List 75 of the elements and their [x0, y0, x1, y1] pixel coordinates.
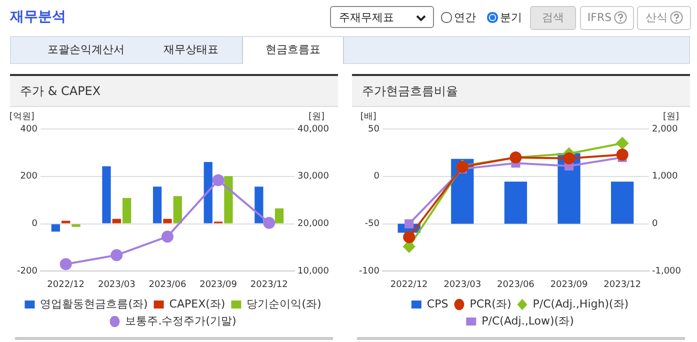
y2-tick-label: 2,000 [652, 124, 678, 134]
legend-label: P/C(Adj.,Low)(좌) [482, 314, 574, 328]
legend-label: CAPEX(좌) [169, 297, 226, 310]
y2-tick-label: -1,000 [652, 266, 682, 277]
point [263, 216, 276, 229]
bar [224, 176, 233, 224]
text: 현금흐름표 [242, 37, 344, 64]
text: 분기 [499, 10, 522, 25]
legend-label: 당기순이익(좌) [246, 297, 322, 310]
legend-label: 보통주.수정주가(기말) [125, 314, 236, 328]
point [616, 148, 628, 161]
x-tick-label: 2023/06 [497, 280, 535, 290]
y2-tick-label: 10,000 [298, 266, 330, 277]
text: 산식 [637, 6, 691, 30]
bar [72, 224, 80, 227]
point [161, 230, 174, 243]
x-tick-label: 2023/09 [200, 280, 238, 290]
y-tick-label: 0 [374, 172, 380, 182]
point [212, 174, 224, 186]
text: 검색 [530, 6, 576, 30]
y-tick-label: 0 [32, 219, 38, 230]
y2-tick-label: 40,000 [298, 124, 330, 134]
x-tick-label: 2023/03 [444, 280, 482, 290]
y2-tick-label: 1,000 [652, 172, 678, 182]
bar [62, 220, 70, 224]
text: 포괄손익계산서 [46, 42, 126, 58]
text: 재무분석 [10, 8, 66, 26]
chart-title: 주가 & CAPEX [10, 74, 338, 107]
y2-axis-title: [원] [308, 112, 325, 122]
legend-label: P/C(Adj.,High)(좌) [532, 297, 629, 310]
y2-tick-label: 30,000 [298, 172, 330, 182]
text: 연간 [453, 10, 476, 25]
bar [204, 162, 212, 224]
point [563, 152, 576, 164]
point [110, 249, 123, 262]
x-tick-label: 2023/03 [98, 280, 136, 290]
x-tick-label: 2022/12 [390, 280, 428, 290]
legend-label: PCR(좌) [470, 297, 512, 310]
y-tick-label: 400 [20, 124, 38, 134]
bar [163, 218, 172, 224]
x-tick-label: 2023/06 [148, 280, 186, 290]
legend-label: 영업활동현금흐름(좌) [40, 297, 148, 310]
x-tick-label: 2023/12 [604, 280, 642, 290]
bar [254, 186, 264, 224]
y2-tick-label: 20,000 [298, 219, 330, 230]
y2-axis-title: [원] [662, 112, 680, 122]
bar [102, 166, 111, 224]
y-tick-label: 50 [368, 124, 380, 134]
point [60, 258, 72, 270]
x-tick-label: 2023/12 [250, 280, 288, 290]
x-tick-label: 2023/09 [550, 280, 588, 290]
bar [112, 218, 121, 224]
bar [122, 198, 132, 224]
y-tick-label: 200 [20, 172, 38, 182]
point [616, 137, 628, 150]
y2-tick-label: 0 [652, 219, 658, 230]
chart-title: 주가현금흐름비율 [352, 74, 690, 107]
bar [611, 182, 634, 224]
y-tick-label: -200 [16, 266, 38, 277]
y-tick-label: -50 [364, 219, 380, 230]
bar [274, 208, 284, 224]
legend-label: CPS [426, 297, 448, 310]
x-tick-label: 2022/12 [47, 280, 85, 290]
bar [173, 196, 182, 224]
bar [504, 182, 528, 224]
y-axis-title: [배] [360, 112, 376, 122]
text: 재무상태표 [162, 42, 220, 58]
y-tick-label: -100 [358, 266, 380, 277]
bar [152, 186, 162, 224]
text: IFRS [580, 6, 634, 30]
point [403, 231, 416, 244]
y-axis-title: [억원] [9, 112, 34, 122]
point [404, 219, 414, 228]
bar [51, 224, 60, 232]
text: 주재무제표 [330, 6, 434, 28]
